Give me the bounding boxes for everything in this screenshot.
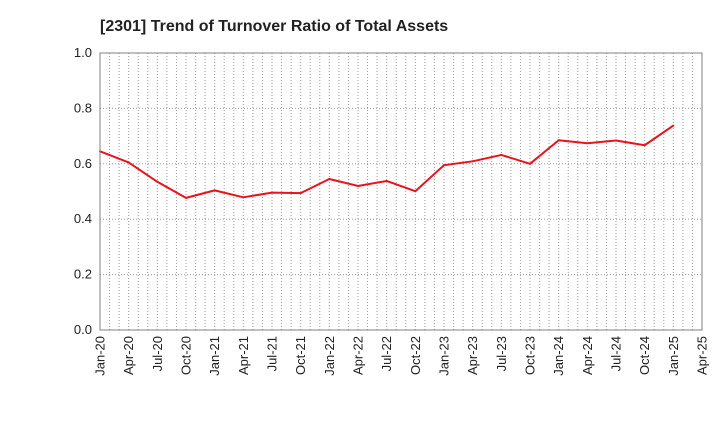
x-tick-label: Apr-25 xyxy=(695,336,710,375)
y-tick-label: 1.0 xyxy=(74,45,92,60)
x-tick-label: Apr-24 xyxy=(580,336,595,375)
y-tick-label: 0.0 xyxy=(74,322,92,337)
data-point xyxy=(213,189,216,192)
x-tick-label: Jan-20 xyxy=(93,336,108,376)
x-tick-label: Oct-20 xyxy=(179,336,194,375)
x-tick-label: Jan-22 xyxy=(322,336,337,376)
y-tick-label: 0.2 xyxy=(74,267,92,282)
y-tick-label: 0.8 xyxy=(74,100,92,115)
data-point xyxy=(271,191,273,194)
y-tick-label: 0.6 xyxy=(74,156,92,171)
x-axis-ticks: Jan-20 Apr-20 Jul-20 Oct-20 Jan-21 Apr-21 Jul-… xyxy=(93,336,710,376)
data-point xyxy=(615,139,617,142)
data-point xyxy=(385,179,388,182)
x-tick-label: Apr-23 xyxy=(465,336,480,375)
data-point xyxy=(586,142,589,145)
x-tick-label: Jan-25 xyxy=(666,336,681,376)
x-tick-label: Oct-22 xyxy=(408,336,423,375)
x-tick-label: Apr-21 xyxy=(236,336,251,375)
data-point xyxy=(299,192,302,195)
data-point xyxy=(500,153,503,156)
data-point xyxy=(643,144,646,147)
x-tick-label: Jan-24 xyxy=(551,336,566,376)
y-tick-label: 0.4 xyxy=(74,211,92,226)
x-tick-label: Jul-22 xyxy=(379,336,394,371)
data-point xyxy=(185,196,187,199)
data-point xyxy=(242,196,245,199)
x-tick-label: Apr-20 xyxy=(121,336,136,375)
data-point xyxy=(357,184,359,187)
x-tick-label: Oct-23 xyxy=(523,336,538,375)
chart-title: [2301] Trend of Turnover Ratio of Total … xyxy=(100,18,448,35)
gridlines xyxy=(100,53,702,330)
x-tick-label: Oct-21 xyxy=(293,336,308,375)
x-tick-label: Jan-21 xyxy=(207,336,222,376)
plot-frame xyxy=(99,52,703,331)
x-tick-label: Jul-21 xyxy=(265,336,280,371)
x-tick-label: Jul-24 xyxy=(609,336,624,371)
x-tick-label: Jul-23 xyxy=(494,336,509,371)
data-point xyxy=(529,162,531,165)
data-point xyxy=(471,160,474,163)
data-point xyxy=(127,161,130,164)
y-axis-ticks: 0.0 0.2 0.4 0.6 0.8 1.0 xyxy=(74,45,92,337)
data-point xyxy=(328,178,331,181)
data-point xyxy=(557,139,560,142)
data-point xyxy=(414,190,417,193)
x-tick-label: Jul-20 xyxy=(150,336,165,371)
data-point xyxy=(672,124,675,127)
data-point xyxy=(156,180,159,183)
x-tick-label: Jan-23 xyxy=(437,336,452,376)
x-tick-label: Apr-22 xyxy=(351,336,366,375)
x-tick-label: Oct-24 xyxy=(637,336,652,375)
data-point xyxy=(443,164,445,167)
